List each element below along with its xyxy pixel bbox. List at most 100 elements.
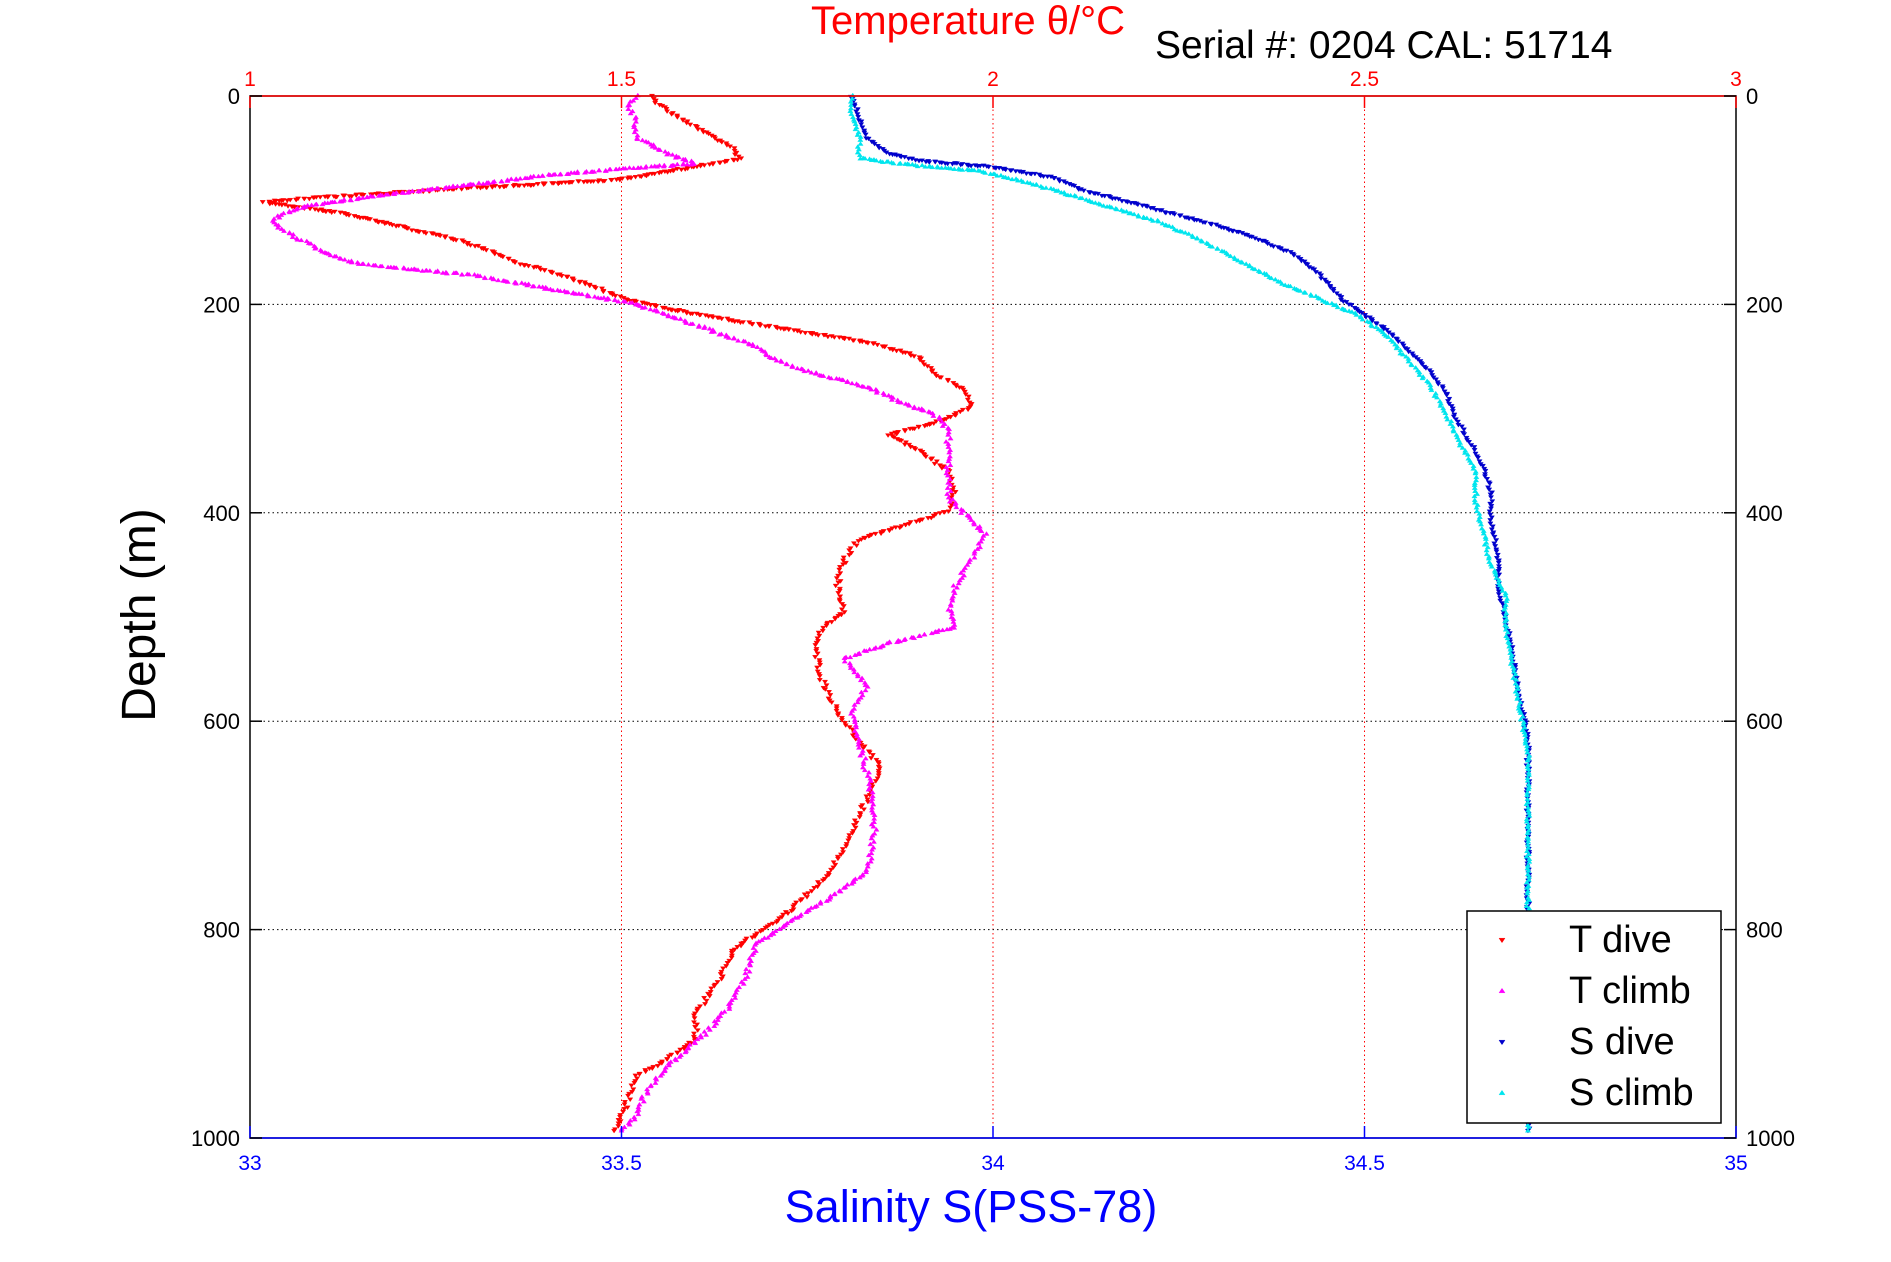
data-point [1487, 518, 1494, 523]
data-point [1343, 300, 1350, 305]
data-point [694, 127, 701, 132]
left-axis-tick-label: 400 [203, 501, 240, 526]
data-point [615, 298, 622, 304]
data-point [632, 1073, 639, 1079]
data-point [1182, 230, 1189, 235]
data-point [626, 1121, 633, 1127]
data-point [1464, 452, 1471, 457]
data-point [608, 177, 615, 183]
data-point [647, 306, 654, 312]
data-point [730, 335, 737, 341]
data-point [793, 900, 800, 906]
data-point [1510, 675, 1517, 680]
data-point [534, 182, 541, 187]
data-point [1450, 414, 1457, 420]
data-point [706, 994, 713, 999]
data-point [953, 504, 960, 510]
data-point [620, 165, 627, 171]
data-point [814, 669, 821, 675]
data-point [1302, 290, 1309, 295]
data-point [382, 192, 389, 197]
data-point [706, 326, 713, 331]
data-point [968, 402, 975, 407]
data-point [802, 330, 809, 336]
data-point [811, 904, 818, 909]
data-point [1408, 362, 1415, 368]
data-point [694, 1028, 701, 1033]
data-point [627, 98, 634, 104]
data-point [822, 679, 828, 685]
data-point [615, 1124, 622, 1129]
data-point [711, 984, 718, 989]
data-point [813, 648, 820, 654]
y-axis-label: Depth (m) [113, 508, 166, 721]
data-point [767, 932, 774, 938]
data-point [1473, 504, 1480, 510]
data-point [568, 170, 575, 175]
data-point [1330, 288, 1337, 294]
data-point [504, 279, 511, 284]
data-point [1394, 337, 1401, 342]
data-point [482, 275, 489, 281]
data-point [949, 598, 956, 603]
data-point [830, 860, 837, 865]
data-point [844, 881, 851, 887]
data-point [616, 166, 623, 171]
data-point [866, 646, 873, 652]
data-point [919, 158, 925, 164]
data-point [633, 95, 639, 100]
data-point [787, 918, 794, 924]
data-point [1503, 598, 1510, 603]
data-point [848, 111, 855, 116]
data-point [364, 194, 371, 200]
data-point [278, 226, 285, 231]
data-point [951, 166, 958, 171]
data-point [657, 1061, 663, 1066]
data-point [668, 112, 675, 117]
data-point [1502, 613, 1509, 619]
data-point [477, 273, 484, 278]
data-point [600, 289, 607, 295]
data-point [977, 544, 984, 550]
data-point [535, 173, 542, 179]
right-axis-tick-label: 0 [1746, 84, 1758, 109]
data-point [1043, 185, 1050, 190]
data-point [379, 263, 386, 269]
data-point [1033, 182, 1040, 187]
data-point [400, 190, 407, 195]
data-point [576, 280, 583, 285]
data-point [1454, 419, 1461, 425]
data-point [945, 378, 951, 384]
data-point [1459, 445, 1466, 450]
data-point [863, 869, 870, 875]
data-point [632, 175, 639, 180]
data-point [1005, 175, 1012, 180]
data-point [938, 375, 945, 381]
data-point [471, 271, 478, 277]
data-point [1441, 389, 1448, 395]
data-point [837, 594, 844, 600]
data-point [294, 237, 301, 242]
data-point [890, 160, 897, 166]
left-axis-tick-label: 600 [203, 709, 240, 734]
data-point [901, 442, 908, 448]
data-point [686, 1042, 693, 1047]
data-point [962, 392, 969, 397]
data-point [1517, 710, 1524, 715]
data-point [862, 687, 869, 693]
data-point [856, 815, 863, 820]
data-point [1373, 324, 1380, 329]
data-point [840, 562, 847, 567]
data-point [286, 209, 293, 215]
data-point [586, 283, 593, 289]
data-point [840, 885, 847, 890]
data-point [814, 651, 821, 657]
data-point [827, 693, 834, 698]
data-point [831, 335, 838, 340]
data-point [816, 882, 823, 887]
top-axis-tick-label: 1 [244, 68, 256, 91]
data-point [947, 415, 954, 420]
data-point [761, 935, 768, 940]
data-point [564, 274, 571, 280]
data-point [740, 320, 747, 325]
